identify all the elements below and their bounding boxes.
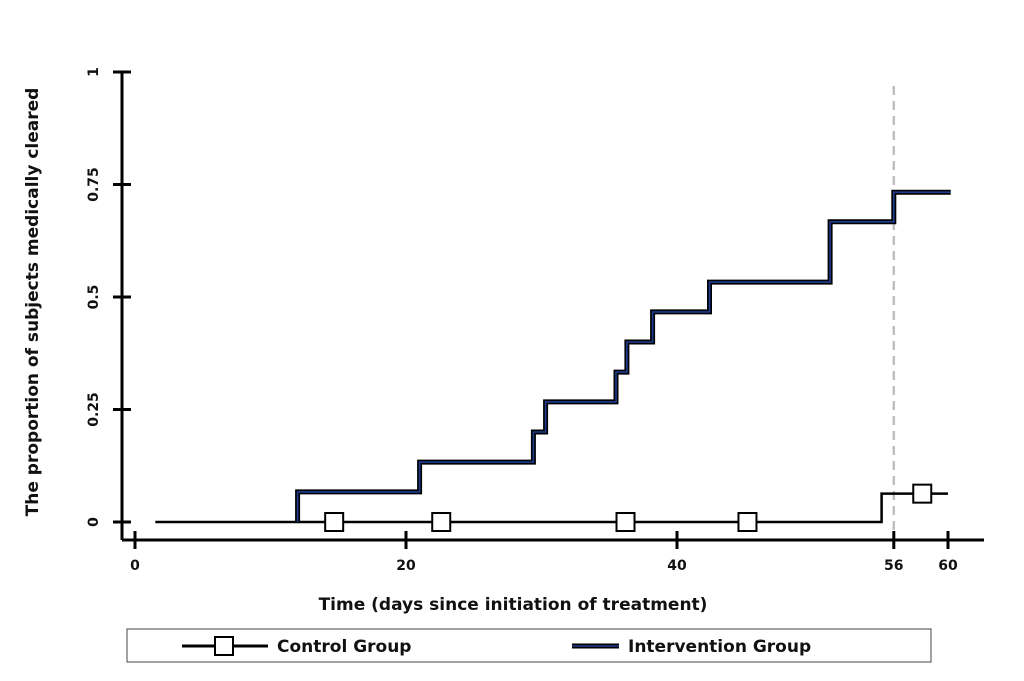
x-tick-label: 0 [130, 558, 140, 574]
y-axis-title: The proportion of subjects medically cle… [23, 88, 43, 517]
y-tick-label: 0 [86, 517, 102, 527]
legend-entry-control: Control Group [182, 636, 411, 657]
y-tick-label: 0.75 [86, 167, 102, 202]
control-marker-1 [324, 512, 345, 532]
series-layer [155, 189, 951, 532]
legend-control-marker [214, 636, 234, 656]
legend-intervention-label: Intervention Group [628, 637, 811, 657]
y-tick-label: 0.25 [86, 392, 102, 427]
x-tick-label: 60 [938, 558, 958, 574]
control-marker-2 [431, 512, 452, 532]
y-tick-label: 1 [86, 67, 102, 77]
legend: Control Group Intervention Group [126, 628, 932, 663]
x-tick-label: 20 [396, 558, 416, 574]
x-tick-label: 40 [667, 558, 687, 574]
x-axis-title: Time (days since initiation of treatment… [319, 595, 708, 615]
legend-control-label: Control Group [277, 637, 411, 657]
control-marker-5 [912, 483, 933, 504]
series-line-control [155, 492, 948, 524]
legend-entry-intervention: Intervention Group [572, 637, 811, 657]
control-marker-3 [615, 512, 636, 532]
series-line-intervention-outline [295, 189, 951, 522]
x-tick-label: 56 [884, 558, 903, 574]
series-line-intervention [296, 191, 951, 522]
axis-layer: 0 0.25 0.5 0.75 1 0 20 40 56 60 [86, 67, 984, 574]
control-marker-4 [737, 512, 758, 532]
y-tick-label: 0.5 [86, 285, 102, 310]
